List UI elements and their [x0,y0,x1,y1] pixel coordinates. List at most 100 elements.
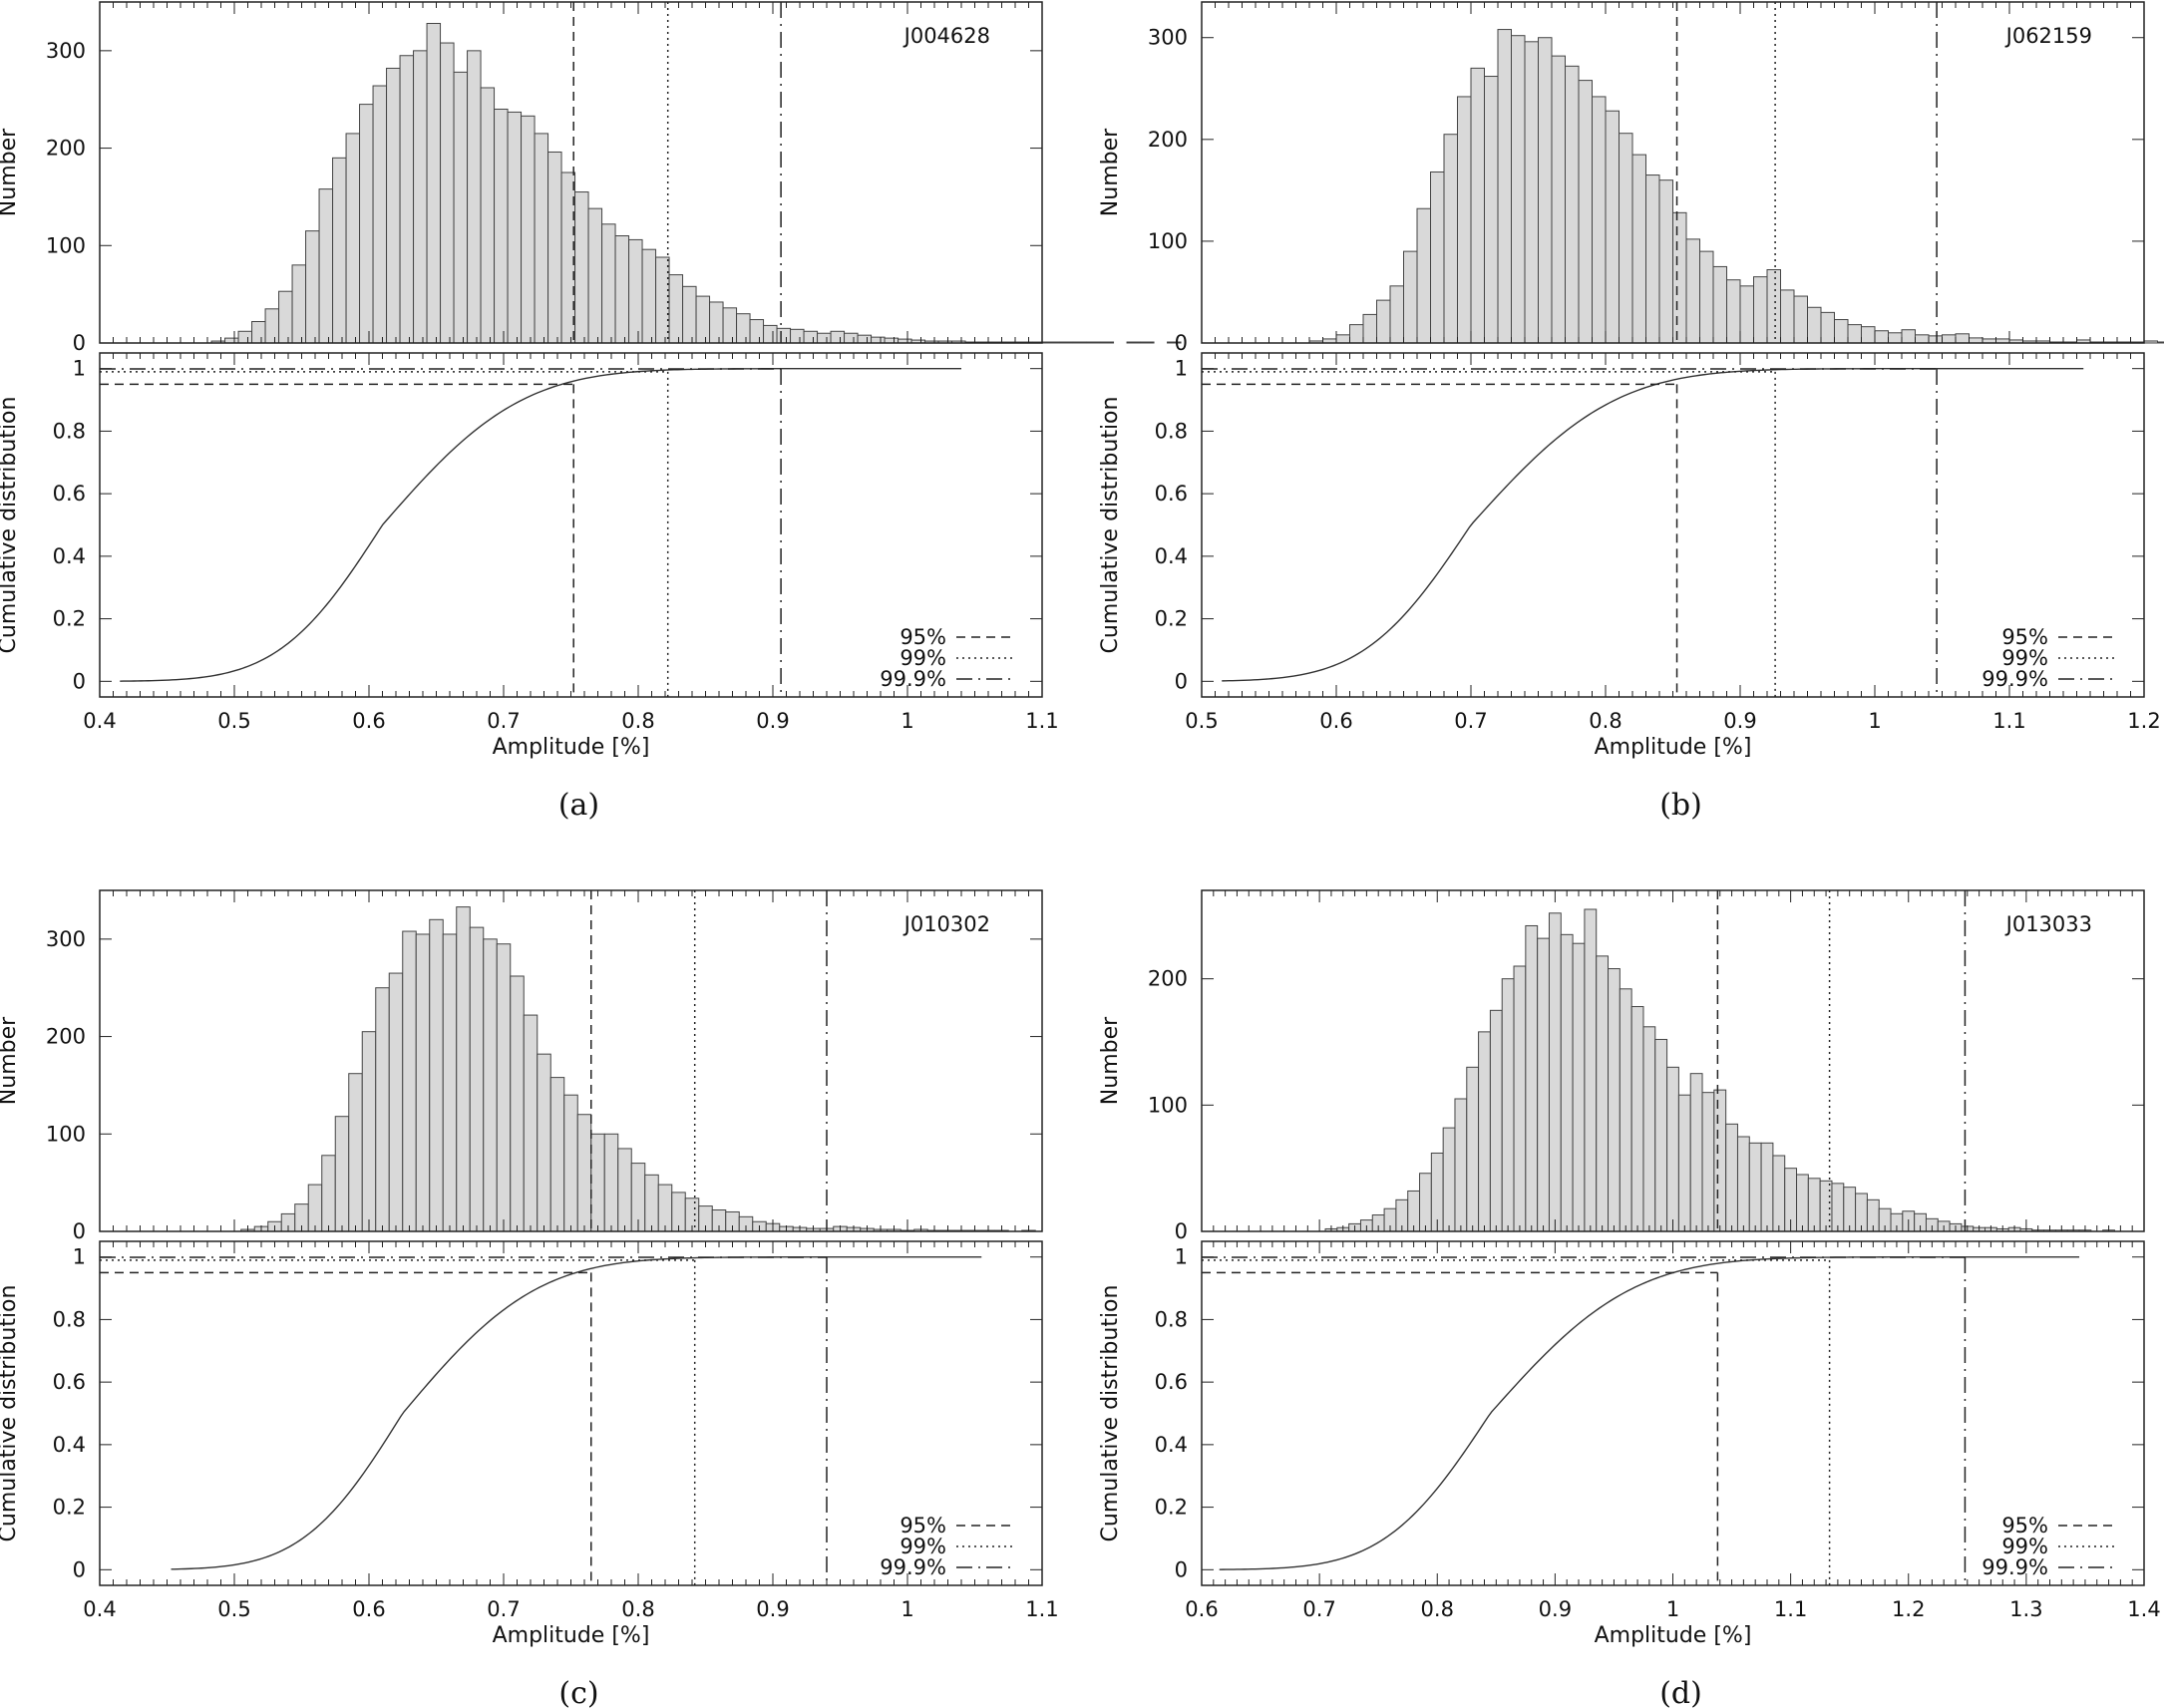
x-tick-label: 0.5 [217,1597,250,1621]
histogram-bar [1442,1127,1456,1232]
y-tick-label: 0.4 [53,1433,86,1457]
histogram-bar [251,321,266,344]
x-tick-label: 1 [1868,709,1881,733]
histogram-bar [749,319,765,344]
histogram-bar [657,1184,673,1232]
y-tick-label: 0.4 [53,544,86,568]
y-tick-label: 0 [73,669,86,693]
histogram-bar [1843,1187,1857,1232]
y-axis-label-cdf: Cumulative distribution [0,1285,21,1542]
histogram-bar [1831,1183,1845,1232]
histogram-bar [1537,937,1550,1232]
histogram-bar [2143,340,2158,344]
histogram-bar [523,1014,539,1232]
histogram-bar [1701,1092,1715,1232]
threshold-99pct [1202,890,1831,1585]
cdf-curve [171,1255,982,1570]
x-tick-label: 0.9 [1723,709,1756,733]
histogram-bar [614,235,630,344]
histogram-bar [278,290,293,344]
histogram-bar [1389,285,1404,344]
histogram-bar [429,918,444,1232]
histogram-bar [1807,306,1822,344]
subfigure-label: (b) [1659,788,1702,823]
histogram-bar [1888,332,1903,344]
histogram-bar [1969,337,1984,344]
histogram-bar [483,938,498,1232]
histogram-bar [264,308,280,344]
histogram-bar [1560,933,1574,1232]
x-tick-label: 0.7 [487,709,520,733]
x-tick-label: 1.3 [2009,1597,2042,1621]
histogram-bar [736,313,751,344]
histogram-bar [1403,250,1418,344]
histogram-bar [1592,96,1607,344]
histogram-bar [1915,334,1930,344]
histogram-bar [1489,1009,1503,1232]
histogram-bar [601,223,616,344]
histogram-bar [695,295,711,344]
histogram-bar [1766,269,1781,344]
histogram-bar [1658,179,1673,344]
histogram-bar [1942,334,1957,344]
histogram-bar [1753,276,1768,344]
histogram-bar [1349,324,1364,344]
histogram-bar [469,926,485,1232]
subfigure-label: (c) [558,1676,598,1708]
legend-label: 99% [900,1535,946,1558]
cdf-curve [120,367,961,682]
y-axis-label-histogram: Number [0,128,21,216]
histogram-bar [1713,1089,1727,1232]
histogram-bar [388,972,404,1232]
histogram-bars [1324,908,2115,1232]
y-axis-label-histogram: Number [1098,128,1123,216]
histogram-bar [1928,335,1943,344]
histogram-bar [1140,341,1155,344]
threshold-99pct [100,2,669,697]
histogram-bar [496,943,512,1232]
histogram-bar [1619,133,1633,344]
histogram-bar [603,1133,619,1232]
y-tick-label: 300 [1148,26,1188,50]
x-tick-label: 1.2 [1892,1597,1925,1621]
histogram-bar [1712,265,1727,344]
y-tick-label: 0.2 [1155,1496,1188,1520]
x-tick-label: 0.6 [1185,1597,1218,1621]
y-tick-label: 300 [46,927,86,951]
subfigure-label: (d) [1659,1676,1702,1708]
x-tick-label: 0.6 [352,709,385,733]
x-tick-label: 1 [901,709,913,733]
histogram-bar [1619,988,1632,1232]
histogram-bar [1430,171,1445,344]
histogram-bar [1796,1174,1809,1232]
y-tick-label: 100 [1148,229,1188,253]
histogram-bar [576,1114,592,1232]
threshold-99pct [1202,2,1776,697]
histogram-bar [1524,41,1539,344]
x-tick-label: 0.8 [1421,1597,1454,1621]
histogram-bar [803,330,819,344]
histogram-bar [1513,965,1527,1232]
legend: 95%99%99.9% [1982,625,2118,691]
y-axis-label-cdf: Cumulative distribution [1098,397,1123,654]
histogram-bar [1726,279,1741,344]
legend-label: 99% [900,646,946,670]
histogram-bar [1497,29,1512,344]
histogram-bar [563,1094,578,1232]
threshold-99-9pct [1202,890,1967,1585]
y-tick-label: 0.2 [53,1496,86,1520]
histogram-bar [1419,1173,1432,1232]
histogram-bar [467,50,482,344]
x-tick-label: 0.7 [1302,1597,1335,1621]
histogram-bar [480,87,496,344]
histogram-bar [1820,311,1835,344]
x-tick-label: 1.4 [2127,1597,2160,1621]
histogram-bar [1335,334,1350,344]
histogram-bar [534,133,549,344]
y-tick-label: 0.8 [1155,1307,1188,1331]
x-tick-label: 0.6 [352,1597,385,1621]
histogram-bar [1748,1142,1762,1232]
histogram-bar [1376,299,1391,344]
histogram-bars [240,906,1036,1232]
